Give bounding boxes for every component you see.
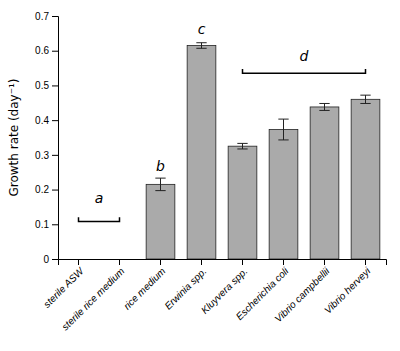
y-tick-mark	[52, 120, 58, 121]
error-bar-segment	[73, 259, 83, 260]
error-bar-segment	[360, 95, 370, 96]
bar	[228, 146, 257, 259]
error-bar	[114, 259, 124, 260]
y-tick: 0.3	[35, 150, 58, 161]
y-tick-label: 0.1	[35, 219, 49, 230]
y-tick-mark	[52, 259, 58, 260]
error-bar-segment	[319, 110, 329, 111]
error-bar	[360, 95, 370, 103]
y-tick-mark	[52, 51, 58, 52]
error-bar-segment	[160, 178, 161, 190]
error-bar	[278, 119, 288, 140]
x-tick: rice medium	[121, 259, 167, 312]
significance-letter: b	[156, 158, 165, 174]
error-bar-segment	[196, 42, 206, 43]
error-bar	[73, 259, 83, 260]
error-bar-segment	[278, 139, 288, 140]
x-tick: Vibrio herveyi	[322, 259, 373, 316]
error-bar	[237, 143, 247, 149]
y-tick: 0.2	[35, 184, 58, 195]
y-tick: 0.7	[35, 11, 58, 22]
bar	[310, 107, 339, 259]
x-tick-mark	[365, 259, 366, 265]
x-axis-line	[59, 260, 387, 266]
error-bar-segment	[360, 103, 370, 104]
error-bar-segment	[283, 119, 284, 140]
y-tick: 0.5	[35, 80, 58, 91]
x-tick-mark	[201, 259, 202, 265]
error-bar-segment	[114, 259, 124, 260]
bar	[105, 259, 134, 260]
x-tick: Vibrio campbellii	[272, 259, 332, 325]
y-tick-label: 0.3	[35, 150, 49, 161]
bar	[351, 99, 380, 259]
y-tick-label: 0.6	[35, 45, 49, 56]
x-tick-mark	[324, 259, 325, 265]
bar	[64, 259, 93, 260]
error-bar	[155, 178, 165, 190]
x-tick: Erwinia spp.	[162, 259, 208, 312]
x-tick-mark	[119, 259, 120, 265]
y-tick-label: 0.5	[35, 80, 49, 91]
bar	[187, 46, 216, 259]
y-tick-mark	[52, 190, 58, 191]
chart: 0 0.1 0.2 0.3 0.4 0.5 0.6 0.7 sterile ASWsterile…	[0, 0, 400, 351]
error-bar-segment	[242, 143, 243, 149]
error-bar-segment	[196, 48, 206, 49]
error-bar-segment	[73, 259, 83, 260]
bracket	[79, 217, 120, 221]
x-tick-label: Vibrio campbellii	[272, 265, 332, 325]
error-bar-segment	[278, 119, 288, 120]
bracket	[243, 69, 366, 73]
error-bar-segment	[201, 43, 202, 49]
significance-letter: d	[300, 48, 309, 64]
y-tick-mark	[52, 85, 58, 86]
error-bar-segment	[114, 259, 124, 260]
bar	[269, 130, 298, 259]
error-bar-segment	[324, 103, 325, 110]
chart-container: 0 0.1 0.2 0.3 0.4 0.5 0.6 0.7 sterile ASWsterile…	[0, 0, 400, 351]
x-tick-label: rice medium	[121, 265, 167, 311]
y-tick: 0.1	[35, 219, 58, 230]
x-tick: sterile rice medium	[59, 259, 126, 332]
error-bar-segment	[155, 190, 165, 191]
x-tick-mark	[160, 259, 161, 265]
marks	[73, 43, 380, 259]
y-tick-label: 0.7	[35, 11, 49, 22]
y-tick-label: 0	[43, 254, 49, 265]
y-tick-label: 0.2	[35, 184, 49, 195]
y-axis-title: Growth rate (day⁻¹)	[7, 78, 21, 196]
significance-letter: c	[198, 21, 206, 37]
y-tick-mark	[52, 224, 58, 225]
error-bar-segment	[155, 178, 165, 179]
x-tick-mark	[283, 259, 284, 265]
y-axis-line	[52, 17, 59, 260]
error-bar-segment	[237, 148, 247, 149]
error-bar-segment	[365, 95, 366, 103]
y-tick: 0	[43, 254, 58, 265]
y-tick: 0.6	[35, 45, 58, 56]
y-axis: 0 0.1 0.2 0.3 0.4 0.5 0.6 0.7	[35, 11, 58, 265]
x-tick-mark	[242, 259, 243, 265]
y-tick-mark	[52, 155, 58, 156]
significance-letter: a	[95, 190, 104, 206]
annotations: a b c d	[95, 21, 309, 206]
x-tick-label: sterile rice medium	[59, 265, 126, 332]
x-tick-mark	[78, 259, 79, 265]
y-tick-mark	[52, 16, 58, 17]
x-tick-label: Vibrio herveyi	[322, 265, 373, 316]
error-bar	[319, 103, 329, 110]
y-tick: 0.4	[35, 115, 58, 126]
bar	[146, 184, 175, 259]
error-bar-segment	[237, 143, 247, 144]
x-axis: sterile ASWsterile rice mediumrice mediu…	[41, 259, 386, 332]
x-tick: sterile ASW	[41, 259, 87, 310]
error-bar-segment	[319, 103, 329, 104]
error-bar	[196, 43, 206, 49]
plot: 0 0.1 0.2 0.3 0.4 0.5 0.6 0.7 sterile ASWsterile…	[35, 11, 386, 333]
y-tick-label: 0.4	[35, 115, 49, 126]
